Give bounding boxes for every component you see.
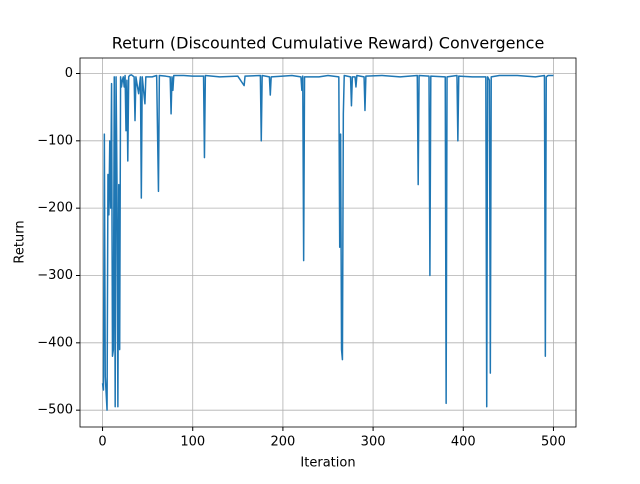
x-tick-label: 500 — [541, 435, 566, 450]
y-tick-label: −300 — [37, 268, 73, 283]
x-axis-label: Iteration — [300, 456, 355, 471]
y-tick-label: −400 — [37, 335, 73, 350]
plot-frame — [79, 57, 577, 428]
x-tick-label: 400 — [451, 435, 476, 450]
x-tick-label: 100 — [180, 435, 205, 450]
y-axis-label: Return — [13, 220, 28, 263]
data-line — [101, 74, 554, 411]
chart-title: Return (Discounted Cumulative Reward) Co… — [112, 34, 545, 53]
y-tick-label: −100 — [37, 133, 73, 148]
x-tick-label: 0 — [98, 435, 106, 450]
x-tick-label: 300 — [361, 435, 386, 450]
x-tick-label: 200 — [270, 435, 295, 450]
y-tick-label: 0 — [65, 66, 73, 81]
y-tick-label: −500 — [37, 403, 73, 418]
y-tick-label: −200 — [37, 201, 73, 216]
